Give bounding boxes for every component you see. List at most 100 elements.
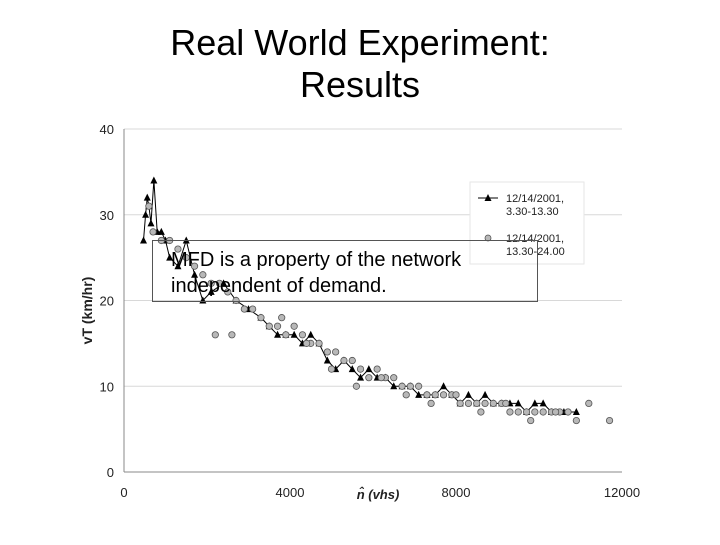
axes: 0 10 20 30 40 0 4000 8000 12000 n̂ (vhs) vT (km/hr… [79,122,640,502]
data-point [207,287,215,295]
legend: 12/14/2001,3.30-13.3012/14/2001,13.30-24… [469,181,585,265]
data-point [215,279,224,287]
x-tick-label: 4000 [276,485,305,500]
data-point [323,348,331,356]
data-point [431,391,439,399]
x-tick-label: 0 [120,485,127,500]
data-point [273,322,282,330]
data-point [551,408,560,416]
x-tick-label: 8000 [442,485,471,500]
data-point [481,399,489,407]
data-point [224,288,232,296]
data-point [302,339,311,347]
data-point [174,262,182,270]
data-point [298,331,307,339]
y-tick-label: 10 [100,379,114,394]
data-point [142,210,150,218]
data-point [464,399,473,407]
data-point [423,391,431,399]
data-point [340,356,348,365]
data-point [265,322,273,330]
legend-marker [484,234,492,242]
legend-label: 3.30-13.30 [506,206,559,218]
data-point [323,356,331,364]
data-point [282,331,290,339]
legend-label: 12/14/2001, [506,193,564,205]
data-point [207,279,215,287]
series-2 [145,202,614,425]
data-point [191,270,199,278]
data-point [452,391,460,399]
y-axis-title: vT (km/hr) [79,277,95,345]
data-point [406,382,414,390]
legend-label: 13.30-24.00 [506,246,565,258]
data-point [514,399,522,407]
data-point [249,305,257,313]
data-point [348,356,356,365]
series-layer [140,176,614,425]
data-point [390,374,398,382]
x-tick-label: 12000 [604,485,640,500]
data-point [377,374,385,382]
data-point [440,382,448,390]
data-point [531,408,539,416]
data-point [157,227,165,235]
data-point [390,382,398,390]
y-tick-label: 0 [107,465,114,480]
data-point [489,399,497,407]
slide-title-line1: Real World Experiment: [170,22,550,63]
data-point [415,390,423,398]
data-point [439,391,448,399]
legend-box [469,181,585,265]
data-point [149,228,157,236]
data-point [240,305,248,313]
data-point [232,296,240,305]
slide-title-line2: Results [299,64,421,105]
data-point [456,399,464,407]
data-point [502,399,510,407]
data-point [481,390,489,398]
data-point [140,236,148,244]
data-point [199,271,207,279]
y-tick-label: 30 [100,208,114,223]
data-point [182,236,190,244]
data-point [274,330,282,338]
data-point [150,176,158,184]
data-point [572,407,580,415]
data-point [605,416,614,425]
data-point [143,193,151,201]
data-point [373,365,381,373]
data-point [278,314,286,322]
data-point [539,399,547,407]
data-point [402,391,410,399]
callout-box: MFD is a property of the network indepen… [152,240,538,302]
data-point [357,373,365,381]
data-point [327,365,336,373]
legend-label: 12/14/2001, [506,233,564,245]
legend-marker [484,194,492,201]
data-point [415,382,423,390]
data-point [174,245,182,253]
data-point [257,314,265,322]
callout-line1: MFD is a property of the network [171,249,462,271]
x-axis-title: n̂ (vhs) [357,487,400,502]
data-point [182,254,190,262]
data-point [352,382,360,390]
data-point [365,374,373,382]
data-point [531,399,539,407]
data-point [477,408,485,416]
data-point [228,331,236,339]
data-point [332,348,340,356]
data-point [290,330,298,338]
data-point [473,399,481,407]
data-point [356,365,365,373]
data-point [147,219,155,227]
data-point [585,399,593,407]
data-point [506,408,514,416]
data-point [166,253,174,261]
data-point [572,416,580,425]
data-point [514,408,522,416]
data-point [145,202,153,210]
data-point [290,322,298,330]
